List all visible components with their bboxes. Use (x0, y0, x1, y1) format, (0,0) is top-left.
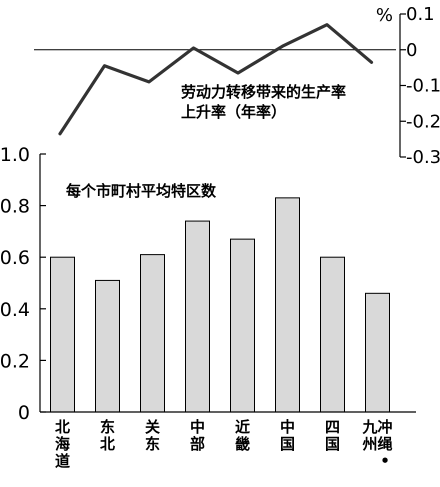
x-tick-label: 近 (235, 418, 250, 436)
x-tick-label: 东 (100, 418, 115, 436)
x-tick-label: 州 (361, 435, 377, 453)
bar (50, 256, 75, 413)
bar (275, 197, 300, 413)
x-tick-label: 部 (190, 435, 205, 453)
x-tick-label: 中 (280, 418, 295, 436)
x-tick-label: 畿 (235, 435, 250, 453)
x-tick-label: 东 (145, 435, 160, 453)
series-line (58, 23, 374, 136)
y-tick-label-right: 0 (406, 40, 417, 61)
y-tick-label-right: 0.1 (406, 4, 435, 25)
x-tick-label: • (380, 452, 390, 470)
bar (140, 254, 165, 413)
y-tick-label-left: 0.6 (0, 247, 30, 269)
y-tick-label-right: -0.1 (406, 76, 440, 97)
bar (230, 238, 255, 413)
x-tick-label: 关 (145, 418, 160, 436)
x-tick-label: 九 (361, 418, 377, 436)
y-tick-label-left: 0 (18, 402, 30, 424)
bar (185, 220, 210, 413)
line-annotation: 劳动力转移带来的生产率 (181, 83, 346, 101)
line-annotation: 上升率（年率） (181, 103, 286, 121)
bar (365, 292, 390, 413)
bar (320, 256, 345, 413)
bar-annotation: 每个市町村平均特区数 (66, 182, 217, 200)
y-tick-label-left: 0.8 (0, 196, 30, 218)
bar (95, 279, 120, 413)
x-tick-label: 北 (100, 435, 115, 453)
y-tick-label-right: -0.2 (406, 111, 440, 132)
y-tick-label-left: 1.0 (0, 144, 30, 166)
y-tick-label-right: -0.3 (406, 147, 440, 168)
x-tick-label: 中 (190, 418, 205, 436)
x-tick-label: 国 (325, 435, 340, 453)
y-unit-label-right: % (376, 5, 393, 26)
x-tick-label: 海 (55, 435, 70, 453)
x-tick-label: 冲 (377, 418, 392, 436)
x-tick-label: 道 (55, 452, 70, 470)
x-tick-label: 国 (280, 435, 295, 453)
x-tick-label: 四 (325, 418, 340, 436)
y-tick-label-left: 0.4 (0, 299, 30, 321)
x-tick-label: 北 (55, 418, 70, 436)
x-tick-label: 绳 (377, 435, 392, 453)
y-tick-label-left: 0.2 (0, 350, 30, 372)
